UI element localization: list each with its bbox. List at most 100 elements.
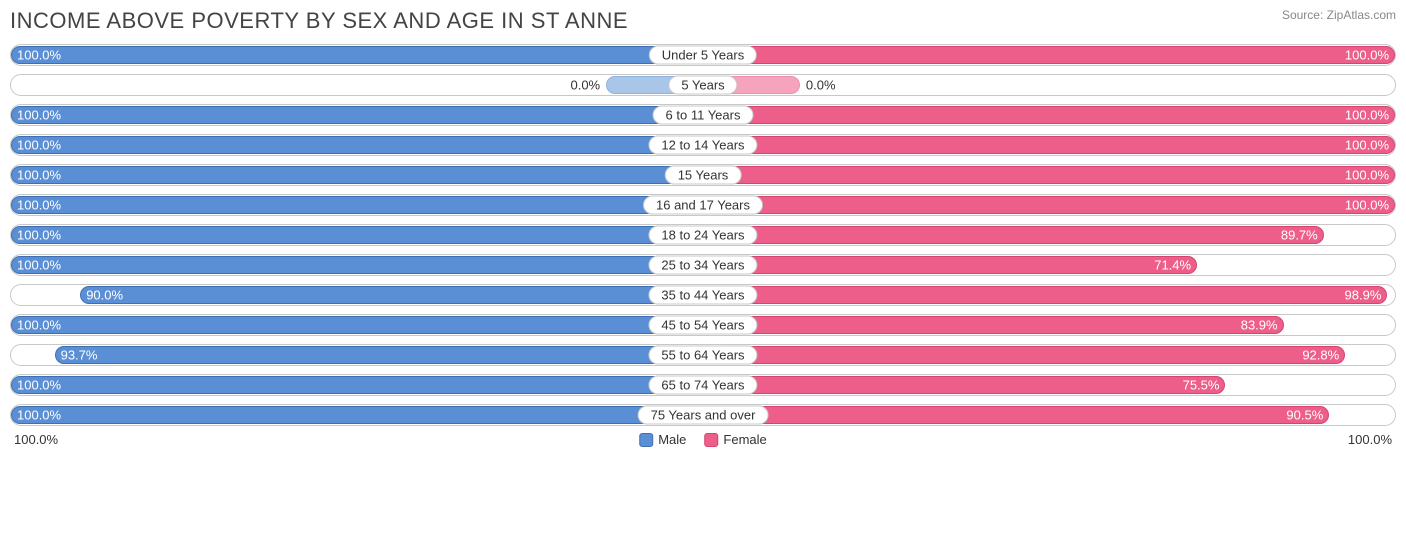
axis-legend-row: 100.0% Male Female 100.0% xyxy=(10,430,1396,450)
chart-rows: 100.0% 100.0% Under 5 Years 0.0% 0.0% 5 Years… xyxy=(10,44,1396,426)
table-row: 93.7% 92.8% 55 to 64 Years xyxy=(10,344,1396,366)
male-value: 100.0% xyxy=(17,228,61,243)
table-row: 100.0% 100.0% 12 to 14 Years xyxy=(10,134,1396,156)
female-half: 92.8% xyxy=(703,345,1395,365)
male-bar xyxy=(11,376,703,394)
male-value: 93.7% xyxy=(61,348,697,363)
female-bar xyxy=(703,196,1395,214)
female-bar xyxy=(703,376,1225,394)
chart-title: INCOME ABOVE POVERTY BY SEX AND AGE IN S… xyxy=(10,8,628,34)
female-bar xyxy=(703,166,1395,184)
male-half: 100.0% xyxy=(11,255,703,275)
male-value: 100.0% xyxy=(17,318,61,333)
male-bar xyxy=(11,106,703,124)
female-bar xyxy=(703,46,1395,64)
male-bar xyxy=(11,166,703,184)
category-label: 5 Years xyxy=(668,76,737,95)
axis-right-label: 100.0% xyxy=(1348,432,1392,447)
female-half: 100.0% xyxy=(703,165,1395,185)
female-half: 0.0% xyxy=(703,75,1395,95)
male-value: 90.0% xyxy=(86,288,697,303)
male-bar xyxy=(11,226,703,244)
chart-container: INCOME ABOVE POVERTY BY SEX AND AGE IN S… xyxy=(0,0,1406,454)
male-value: 100.0% xyxy=(17,408,61,423)
female-half: 100.0% xyxy=(703,45,1395,65)
male-half: 100.0% xyxy=(11,135,703,155)
female-bar xyxy=(703,226,1324,244)
female-value: 89.7% xyxy=(1281,228,1318,243)
legend: Male Female xyxy=(639,432,767,447)
legend-male: Male xyxy=(639,432,686,447)
table-row: 100.0% 89.7% 18 to 24 Years xyxy=(10,224,1396,246)
male-value: 100.0% xyxy=(17,138,61,153)
male-value: 100.0% xyxy=(17,378,61,393)
male-half: 100.0% xyxy=(11,315,703,335)
male-half: 0.0% xyxy=(11,75,703,95)
female-half: 89.7% xyxy=(703,225,1395,245)
legend-female-label: Female xyxy=(723,432,766,447)
chart-source: Source: ZipAtlas.com xyxy=(1282,8,1396,22)
category-label: Under 5 Years xyxy=(649,46,757,65)
female-value: 100.0% xyxy=(1345,48,1389,63)
female-half: 100.0% xyxy=(703,135,1395,155)
category-label: 45 to 54 Years xyxy=(648,316,757,335)
female-half: 100.0% xyxy=(703,195,1395,215)
category-label: 16 and 17 Years xyxy=(643,196,763,215)
female-half: 90.5% xyxy=(703,405,1395,425)
female-value: 75.5% xyxy=(1183,378,1220,393)
male-half: 100.0% xyxy=(11,225,703,245)
female-value: 92.8% xyxy=(1302,348,1339,363)
axis-left-label: 100.0% xyxy=(14,432,58,447)
male-bar xyxy=(11,46,703,64)
legend-male-label: Male xyxy=(658,432,686,447)
male-half: 100.0% xyxy=(11,375,703,395)
table-row: 100.0% 83.9% 45 to 54 Years xyxy=(10,314,1396,336)
male-value: 100.0% xyxy=(17,198,61,213)
female-bar xyxy=(703,316,1284,334)
table-row: 100.0% 75.5% 65 to 74 Years xyxy=(10,374,1396,396)
female-value: 83.9% xyxy=(1241,318,1278,333)
male-half: 100.0% xyxy=(11,405,703,425)
female-bar xyxy=(703,256,1197,274)
category-label: 55 to 64 Years xyxy=(648,346,757,365)
female-value: 100.0% xyxy=(1345,198,1389,213)
male-value: 0.0% xyxy=(570,78,600,93)
male-bar xyxy=(11,196,703,214)
male-bar xyxy=(11,256,703,274)
female-value: 100.0% xyxy=(1345,108,1389,123)
category-label: 65 to 74 Years xyxy=(648,376,757,395)
female-bar xyxy=(703,286,1387,304)
male-half: 100.0% xyxy=(11,165,703,185)
female-bar xyxy=(703,136,1395,154)
female-value: 90.5% xyxy=(1286,408,1323,423)
female-half: 98.9% xyxy=(703,285,1395,305)
male-value: 100.0% xyxy=(17,258,61,273)
female-value: 100.0% xyxy=(1345,138,1389,153)
female-value: 0.0% xyxy=(806,78,836,93)
male-bar xyxy=(11,406,703,424)
male-half: 90.0% xyxy=(11,285,703,305)
swatch-female xyxy=(704,433,718,447)
table-row: 100.0% 100.0% 16 and 17 Years xyxy=(10,194,1396,216)
male-half: 100.0% xyxy=(11,105,703,125)
table-row: 100.0%100.0%15 Years xyxy=(10,164,1396,186)
female-half: 75.5% xyxy=(703,375,1395,395)
category-label: 75 Years and over xyxy=(638,406,769,425)
male-half: 100.0% xyxy=(11,195,703,215)
legend-female: Female xyxy=(704,432,766,447)
female-half: 83.9% xyxy=(703,315,1395,335)
female-value: 98.9% xyxy=(1345,288,1382,303)
category-label: 12 to 14 Years xyxy=(648,136,757,155)
category-label: 18 to 24 Years xyxy=(648,226,757,245)
male-value: 100.0% xyxy=(17,108,61,123)
female-bar xyxy=(703,106,1395,124)
chart-header: INCOME ABOVE POVERTY BY SEX AND AGE IN S… xyxy=(10,8,1396,34)
table-row: 0.0% 0.0% 5 Years xyxy=(10,74,1396,96)
table-row: 100.0%71.4%25 to 34 Years xyxy=(10,254,1396,276)
female-half: 71.4% xyxy=(703,255,1395,275)
male-value: 100.0% xyxy=(17,48,61,63)
female-bar xyxy=(703,346,1345,364)
male-value: 100.0% xyxy=(17,168,61,183)
category-label: 6 to 11 Years xyxy=(653,106,754,125)
male-half: 100.0% xyxy=(11,45,703,65)
